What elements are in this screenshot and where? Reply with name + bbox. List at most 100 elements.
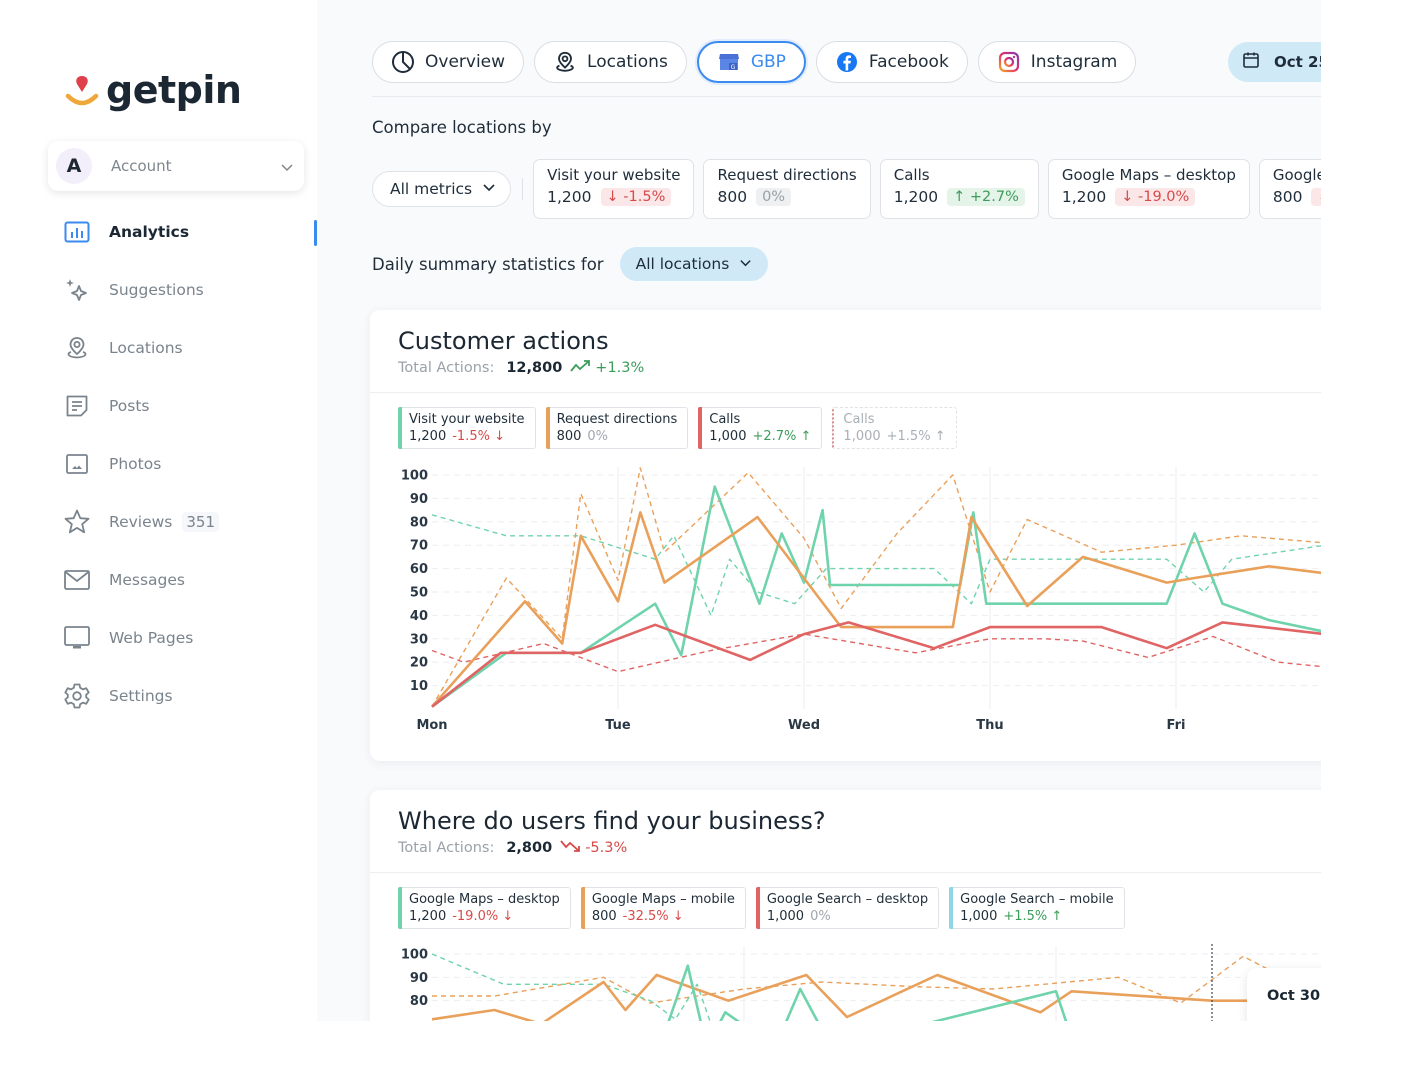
y-tick-label: 10 [410, 679, 428, 694]
y-tick-label: 90 [410, 971, 428, 986]
legend-change: -19.0% ↓ [452, 909, 514, 924]
location-pin-icon [553, 50, 577, 74]
series-line-request-directions-prev [431, 467, 1321, 708]
chevron-down-icon [280, 159, 294, 173]
sidebar-item-label: Posts [109, 397, 150, 415]
series-line-request-directions [431, 511, 1321, 708]
active-indicator [314, 220, 317, 246]
card-summary: Total Actions: 2,800 -5.3% [398, 839, 627, 857]
facebook-icon [835, 50, 859, 74]
metric-value: 1,200 [547, 188, 592, 206]
series-line-google-maps-desktop [667, 964, 1068, 1021]
legend-item-calls-previous[interactable]: Calls 1,000 +1.5% ↑ [832, 407, 957, 449]
metric-change-badge: ↓ -19.0% [1115, 188, 1196, 206]
google-business-icon: G [717, 50, 741, 74]
metric-change-badge: ↓ -1.5% [600, 188, 672, 206]
sidebar-item-analytics[interactable]: Analytics [0, 203, 317, 261]
chart-tooltip: Oct 30, 2023 [1247, 968, 1321, 1021]
metrics-dropdown[interactable]: All metrics [372, 171, 512, 207]
metric-card-google-maps-mobile[interactable]: Google M 800 ↓ - [1258, 159, 1321, 219]
mail-icon [63, 566, 91, 594]
tab-locations[interactable]: Locations [534, 41, 687, 83]
sidebar-item-suggestions[interactable]: Suggestions [0, 261, 317, 319]
tab-label: Locations [587, 52, 668, 72]
y-tick-label: 90 [410, 492, 428, 507]
customer-actions-chart[interactable]: 10 20 30 40 50 60 70 80 90 100 Mon Tue Wed Thu Fri [370, 460, 1321, 750]
legend-change: +1.5% ↑ [886, 429, 946, 444]
channel-tabs: Overview Locations G GBP Facebook [372, 41, 1137, 83]
sidebar-item-posts[interactable]: Posts [0, 377, 317, 435]
series-line-google-maps-mobile-prev [432, 955, 1321, 1004]
account-label: Account [111, 157, 172, 175]
metric-card-request-directions[interactable]: Request directions 800 0% [703, 159, 871, 219]
sidebar-item-messages[interactable]: Messages [0, 551, 317, 609]
metric-change-badge: ↑ +2.7% [947, 188, 1025, 206]
legend-item-request-directions[interactable]: Request directions 800 0% [545, 407, 689, 449]
y-tick-label: 80 [410, 994, 428, 1009]
x-tick-label: Mon [416, 718, 447, 733]
customer-actions-card: Customer actions Total Actions: 12,800 +… [370, 310, 1321, 761]
divider [370, 872, 1321, 873]
legend-value: 1,000 [766, 909, 805, 924]
total-actions-value: 12,800 [506, 360, 563, 376]
x-tick-label: Thu [976, 718, 1003, 733]
logo[interactable]: getpin [64, 68, 242, 112]
tab-gbp[interactable]: G GBP [696, 41, 806, 83]
sidebar-item-web-pages[interactable]: Web Pages [0, 609, 317, 667]
star-icon [63, 508, 91, 536]
locations-dropdown[interactable]: All locations [619, 247, 769, 281]
x-tick-label: Fri [1167, 718, 1186, 733]
sidebar-item-label: Web Pages [109, 629, 194, 647]
legend-item-maps-mobile[interactable]: Google Maps – mobile 800 -32.5% ↓ [580, 887, 746, 929]
bar-chart-icon [63, 218, 91, 246]
legend-item-search-mobile[interactable]: Google Search – mobile 1,000 +1.5% ↑ [949, 887, 1125, 929]
sidebar-item-settings[interactable]: Settings [0, 667, 317, 725]
legend-item-maps-desktop[interactable]: Google Maps – desktop 1,200 -19.0% ↓ [398, 887, 571, 929]
legend-title: Calls [709, 412, 741, 427]
legend-value: 1,200 [409, 429, 447, 444]
total-actions-change: +1.3% [595, 360, 645, 376]
legend-change: 0% [810, 909, 831, 924]
legend-title: Calls [843, 412, 875, 427]
sidebar-item-locations[interactable]: Locations [0, 319, 317, 377]
metric-title: Google Maps – desktop [1061, 166, 1236, 184]
metric-card-calls[interactable]: Calls 1,200 ↑ +2.7% [879, 159, 1039, 219]
legend-value: 800 [591, 909, 617, 924]
sidebar-item-photos[interactable]: Photos [0, 435, 317, 493]
metrics-dropdown-label: All metrics [390, 180, 473, 198]
sidebar-item-label: Settings [109, 687, 173, 705]
metric-value: 800 [1272, 188, 1303, 206]
card-summary: Total Actions: 12,800 +1.3% [398, 359, 644, 377]
legend-item-search-desktop[interactable]: Google Search – desktop 1,000 0% [755, 887, 940, 929]
y-tick-label: 100 [401, 469, 428, 484]
sidebar-item-reviews[interactable]: Reviews 351 [0, 493, 317, 551]
tab-overview[interactable]: Overview [372, 41, 525, 83]
calendar-icon [1242, 51, 1260, 73]
tab-label: Instagram [1030, 52, 1118, 72]
pie-chart-icon [391, 50, 415, 74]
x-tick-label: Wed [788, 718, 820, 733]
tab-facebook[interactable]: Facebook [815, 41, 968, 83]
total-actions-label: Total Actions: [398, 360, 495, 376]
date-range-picker[interactable]: Oct 25 [1228, 42, 1321, 82]
legend-value: 1,000 [960, 909, 998, 924]
avatar: A [56, 148, 92, 184]
gear-icon [63, 682, 91, 710]
legend-title: Google Maps – mobile [591, 892, 735, 907]
where-users-chart[interactable]: 80 90 100 [370, 940, 1321, 1021]
legend-item-calls[interactable]: Calls 1,000 +2.7% ↑ [698, 407, 823, 449]
getpin-logo-icon [64, 70, 100, 110]
legend-item-visit-website[interactable]: Visit your website 1,200 -1.5% ↓ [398, 407, 536, 449]
total-actions-change: -5.3% [585, 840, 628, 856]
metric-card-google-maps-desktop[interactable]: Google Maps – desktop 1,200 ↓ -19.0% [1047, 159, 1250, 219]
legend-value: 800 [556, 429, 582, 444]
metric-value: 800 [717, 188, 748, 206]
account-switcher[interactable]: A Account [48, 141, 304, 191]
legend-change: +2.7% ↑ [752, 429, 812, 444]
sparkle-icon [63, 276, 91, 304]
legend-change: +1.5% ↑ [1003, 909, 1063, 924]
series-line-calls [431, 621, 1321, 708]
metric-card-visit-website[interactable]: Visit your website 1,200 ↓ -1.5% [533, 159, 695, 219]
metric-title: Google M [1272, 166, 1321, 184]
tab-instagram[interactable]: Instagram [977, 41, 1137, 83]
